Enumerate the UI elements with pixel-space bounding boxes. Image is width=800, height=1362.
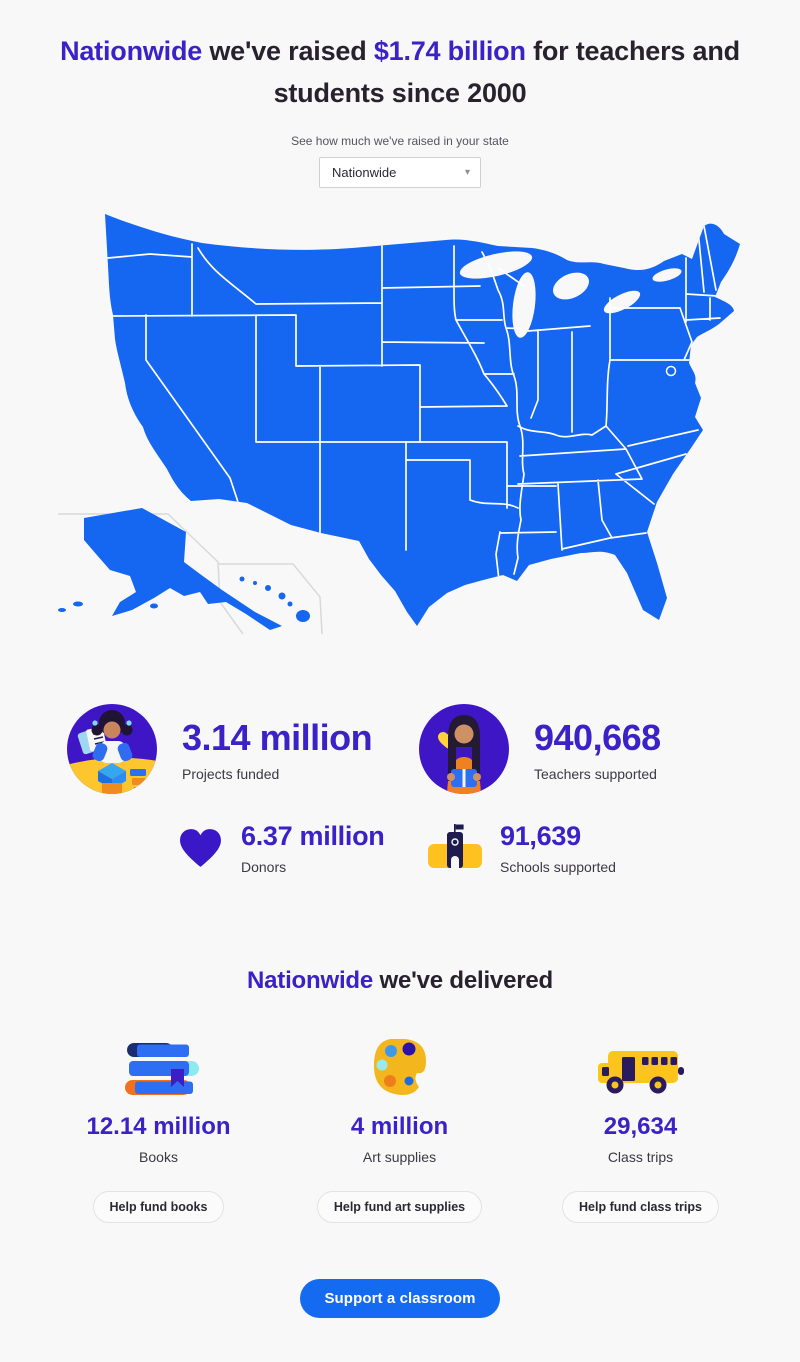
us-map-svg [58, 214, 740, 635]
delivered-grid: 12.14 million Books Help fund books 4 mi… [38, 1031, 762, 1223]
help-fund-books-button[interactable]: Help fund books [92, 1191, 225, 1223]
delivered-class-trips: 29,634 Class trips Help fund class trips [520, 1031, 761, 1223]
title-region-accent: Nationwide [60, 36, 203, 66]
stat-label: Donors [241, 859, 287, 875]
delivered-title: Nationwide we've delivered [247, 967, 553, 994]
help-fund-art-supplies-button[interactable]: Help fund art supplies [316, 1191, 483, 1223]
title-amount-accent: $1.74 billion [373, 36, 526, 66]
delivered-value: 12.14 million [86, 1113, 231, 1140]
stat-label: Schools supported [500, 859, 616, 875]
books-stack-icon [38, 1031, 279, 1099]
stat-value: 940,668 [534, 716, 661, 758]
state-picker-hint: See how much we've raised in your state [291, 134, 509, 148]
stat-label: Teachers supported [534, 765, 657, 782]
stat-value: 3.14 million [182, 716, 373, 758]
chevron-down-icon: ▾ [464, 167, 470, 178]
dc-marker [665, 365, 677, 377]
delivered-art-supplies: 4 million Art supplies Help fund art sup… [279, 1031, 520, 1223]
heart-icon [178, 828, 223, 869]
impact-page: Nationwide we've raised $1.74 billion fo… [0, 30, 800, 1362]
delivered-value: 29,634 [603, 1113, 678, 1140]
stat-label: Projects funded [182, 765, 280, 782]
alaska-islands [58, 601, 158, 612]
stat-value: 6.37 million [241, 821, 385, 851]
paint-palette-icon [279, 1031, 520, 1099]
hawaii-islands [239, 576, 310, 622]
stat-teachers-supported: 940,668 Teachers supported [418, 703, 661, 795]
page-title: Nationwide we've raised $1.74 billion fo… [60, 36, 740, 108]
stat-donors: 6.37 million Donors [178, 821, 428, 875]
schoolhouse-icon [428, 824, 482, 872]
us-map[interactable] [50, 202, 750, 647]
delivered-label: Class trips [607, 1149, 674, 1165]
delivered-value: 4 million [350, 1113, 449, 1140]
teacher-portrait-illustration [418, 703, 510, 795]
stat-schools-supported: 91,639 Schools supported [428, 821, 616, 875]
stat-projects-funded: 3.14 million Projects funded [66, 703, 418, 795]
state-select-value: Nationwide [332, 165, 397, 180]
help-fund-class-trips-button[interactable]: Help fund class trips [562, 1191, 719, 1223]
support-a-classroom-button[interactable]: Support a classroom [300, 1279, 500, 1318]
stat-value: 91,639 [500, 821, 581, 851]
impact-stats: 3.14 million Projects funded [50, 703, 750, 875]
continental-us-shape [105, 214, 740, 626]
delivered-label: Books [139, 1149, 178, 1165]
delivered-books: 12.14 million Books Help fund books [38, 1031, 279, 1223]
school-bus-icon [520, 1031, 761, 1099]
teacher-at-desk-illustration [66, 703, 158, 795]
state-select[interactable]: Nationwide ▾ [319, 157, 481, 188]
delivered-label: Art supplies [362, 1149, 437, 1165]
alaska-shape [84, 508, 282, 630]
